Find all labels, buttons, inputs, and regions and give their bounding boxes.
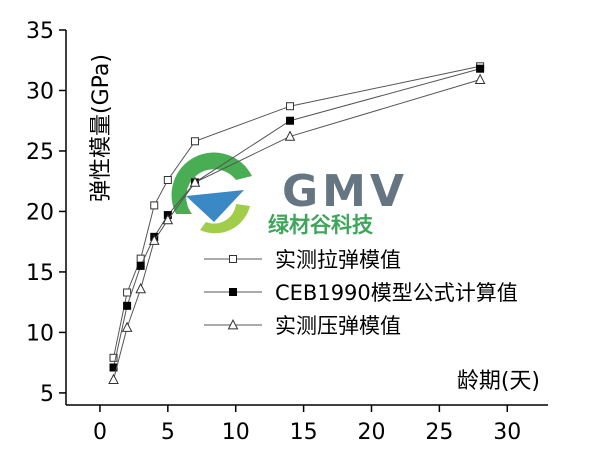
x-tick-label: 10 <box>222 420 250 445</box>
y-tick-label: 25 <box>26 140 54 165</box>
data-point <box>474 73 486 84</box>
legend-item: 实测拉弹模值 <box>204 248 401 272</box>
legend-label: 实测拉弹模值 <box>275 248 401 272</box>
data-point <box>123 288 132 297</box>
legend-item: 实测压弹模值 <box>204 314 401 338</box>
watermark-tagline: 绿材谷科技 <box>268 213 374 237</box>
data-point <box>150 201 159 210</box>
data-point <box>108 373 119 384</box>
legend-marker <box>229 255 237 263</box>
legend-item: CEB1990模型公式计算值 <box>204 281 518 305</box>
data-point <box>123 301 132 310</box>
series-layer <box>108 62 486 384</box>
data-point <box>286 116 295 125</box>
watermark-logo: GMV 绿材谷科技 <box>171 152 408 240</box>
legend-marker <box>227 319 239 330</box>
y-axis-ticks: 5 10 15 20 25 30 35 <box>26 19 66 407</box>
legend-label: 实测压弹模值 <box>275 314 401 338</box>
x-axis-title: 龄期(天) <box>457 369 540 394</box>
y-tick-label: 20 <box>26 200 54 225</box>
data-point <box>190 137 199 146</box>
data-point <box>121 321 133 332</box>
x-axis-ticks: 0 5 10 15 20 25 30 <box>93 405 521 445</box>
series-3 <box>108 73 486 384</box>
series-2 <box>109 64 485 372</box>
series-line <box>113 65 481 358</box>
x-tick-label: 30 <box>493 420 521 445</box>
data-point <box>162 213 174 225</box>
legend-label: CEB1990模型公式计算值 <box>275 281 518 305</box>
data-point <box>286 102 295 111</box>
gmv-logo-icon <box>171 152 256 240</box>
x-tick-label: 25 <box>425 420 453 445</box>
x-tick-label: 0 <box>93 420 107 445</box>
series-line <box>113 68 481 368</box>
watermark-brand: GMV <box>282 166 408 217</box>
y-tick-label: 10 <box>26 321 54 346</box>
y-tick-label: 35 <box>26 19 54 44</box>
series-line <box>113 79 481 380</box>
data-point <box>109 353 118 362</box>
x-tick-label: 5 <box>161 420 175 445</box>
y-axis-title: 弹性模量(GPa) <box>89 54 114 202</box>
y-tick-label: 15 <box>26 261 54 286</box>
data-point <box>189 176 201 187</box>
data-point <box>163 176 172 184</box>
y-tick-label: 5 <box>40 382 54 407</box>
legend-marker <box>229 288 237 296</box>
data-point <box>136 261 145 270</box>
x-tick-label: 15 <box>290 420 318 445</box>
data-point <box>148 234 160 245</box>
data-point <box>476 64 485 73</box>
data-point <box>284 130 296 141</box>
x-tick-label: 20 <box>357 420 385 445</box>
y-tick-label: 30 <box>26 79 54 104</box>
data-point <box>135 282 146 294</box>
